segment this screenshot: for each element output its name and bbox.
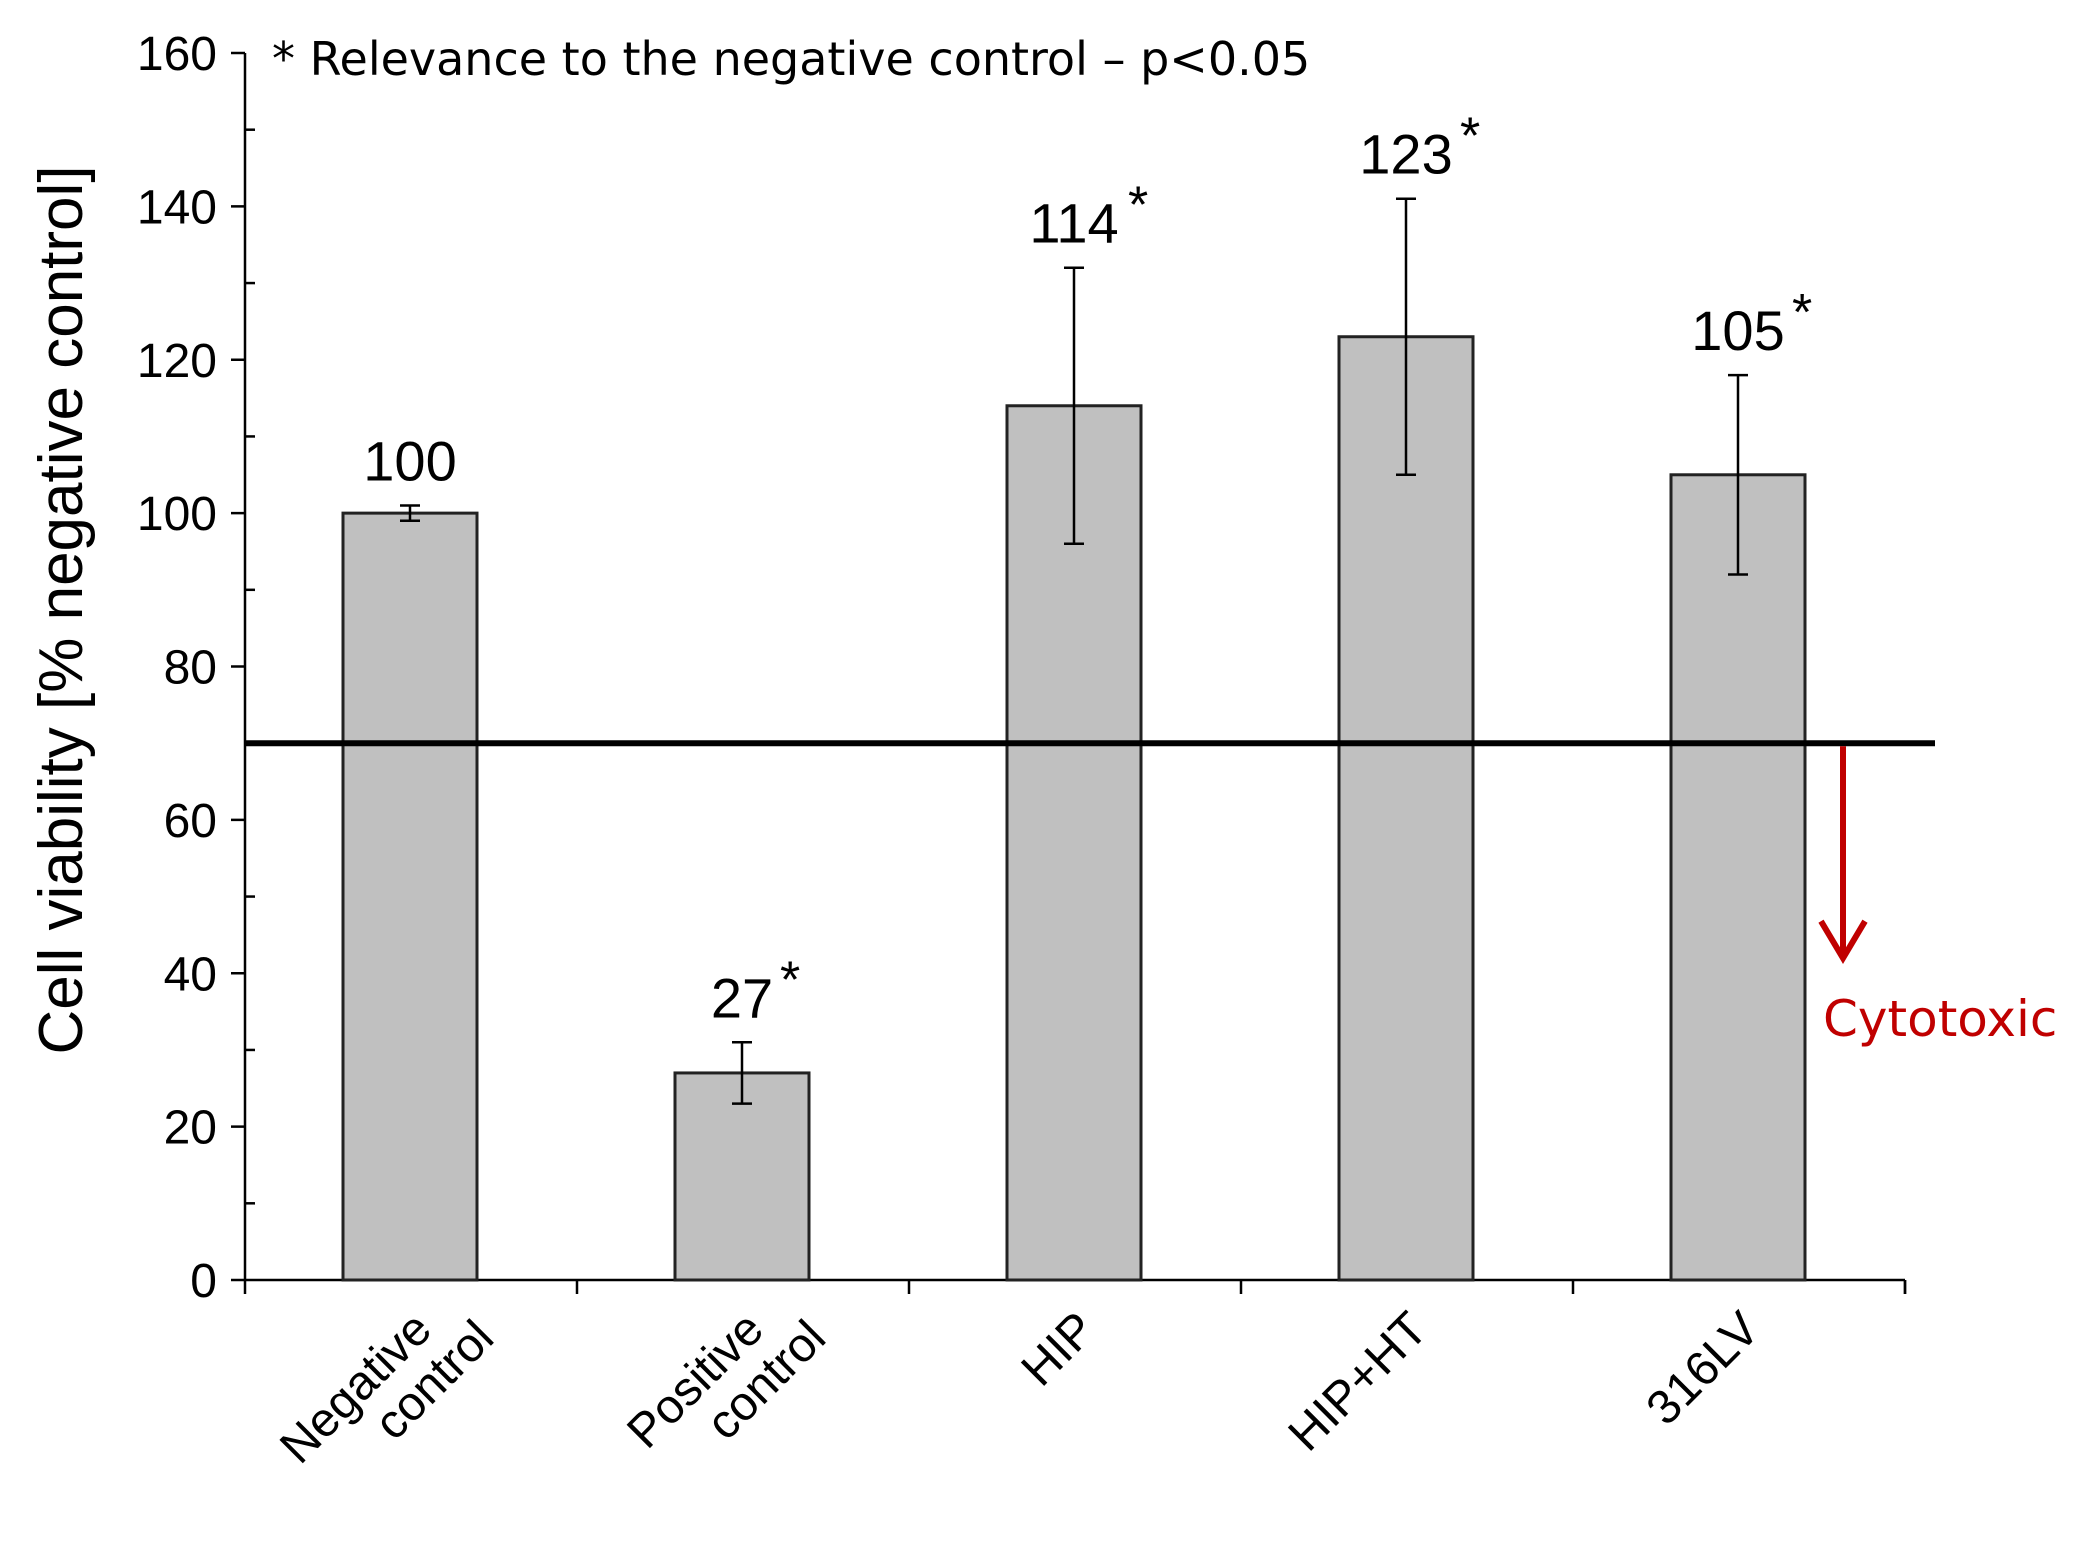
x-category-label: 316LV [1637, 1302, 1770, 1435]
cytotoxic-label: Cytotoxic [1823, 990, 2057, 1048]
y-tick-label: 100 [137, 488, 217, 541]
significance-star: * [1128, 177, 1148, 235]
y-tick-label: 0 [190, 1255, 217, 1308]
x-category-label-line: HIP [1012, 1302, 1106, 1396]
y-tick-label: 60 [164, 795, 217, 848]
value-label: 105 [1691, 299, 1784, 362]
y-axis-label: Cell viability [% negative control] [27, 165, 96, 1054]
bar [1669, 473, 1807, 1282]
cytotoxic-arrow-head [1818, 919, 1868, 965]
bar [1005, 404, 1143, 1282]
plot-area: 0 20 40 60 80 100 120 140 160 100 Negativecontrol 2… [137, 28, 1935, 1509]
significance-star: * [780, 951, 800, 1009]
y-tick-label: 20 [164, 1102, 217, 1155]
chart-annotation: * Relevance to the negative control – p<… [272, 32, 1310, 86]
x-category-label-line: 316LV [1637, 1302, 1770, 1435]
y-tick-label: 80 [164, 642, 217, 695]
y-tick-label: 40 [164, 948, 217, 1001]
x-category-label: Negativecontrol [270, 1275, 504, 1509]
y-tick-label: 160 [137, 28, 217, 81]
y-tick-label: 140 [137, 181, 217, 234]
x-category-label: HIP [1012, 1302, 1106, 1396]
x-category-label: HIP+HT [1279, 1302, 1438, 1461]
value-label: 123 [1359, 123, 1452, 186]
x-category-label-line: HIP+HT [1279, 1302, 1438, 1461]
value-label: 100 [363, 429, 456, 492]
value-label: 114 [1029, 192, 1118, 255]
bar [1337, 335, 1475, 1282]
y-tick-label: 120 [137, 335, 217, 388]
significance-star: * [1792, 284, 1812, 342]
x-category-label: Positivecontrol [617, 1275, 836, 1494]
bar [341, 511, 479, 1282]
value-label: 27 [711, 966, 773, 1029]
significance-star: * [1460, 108, 1480, 166]
